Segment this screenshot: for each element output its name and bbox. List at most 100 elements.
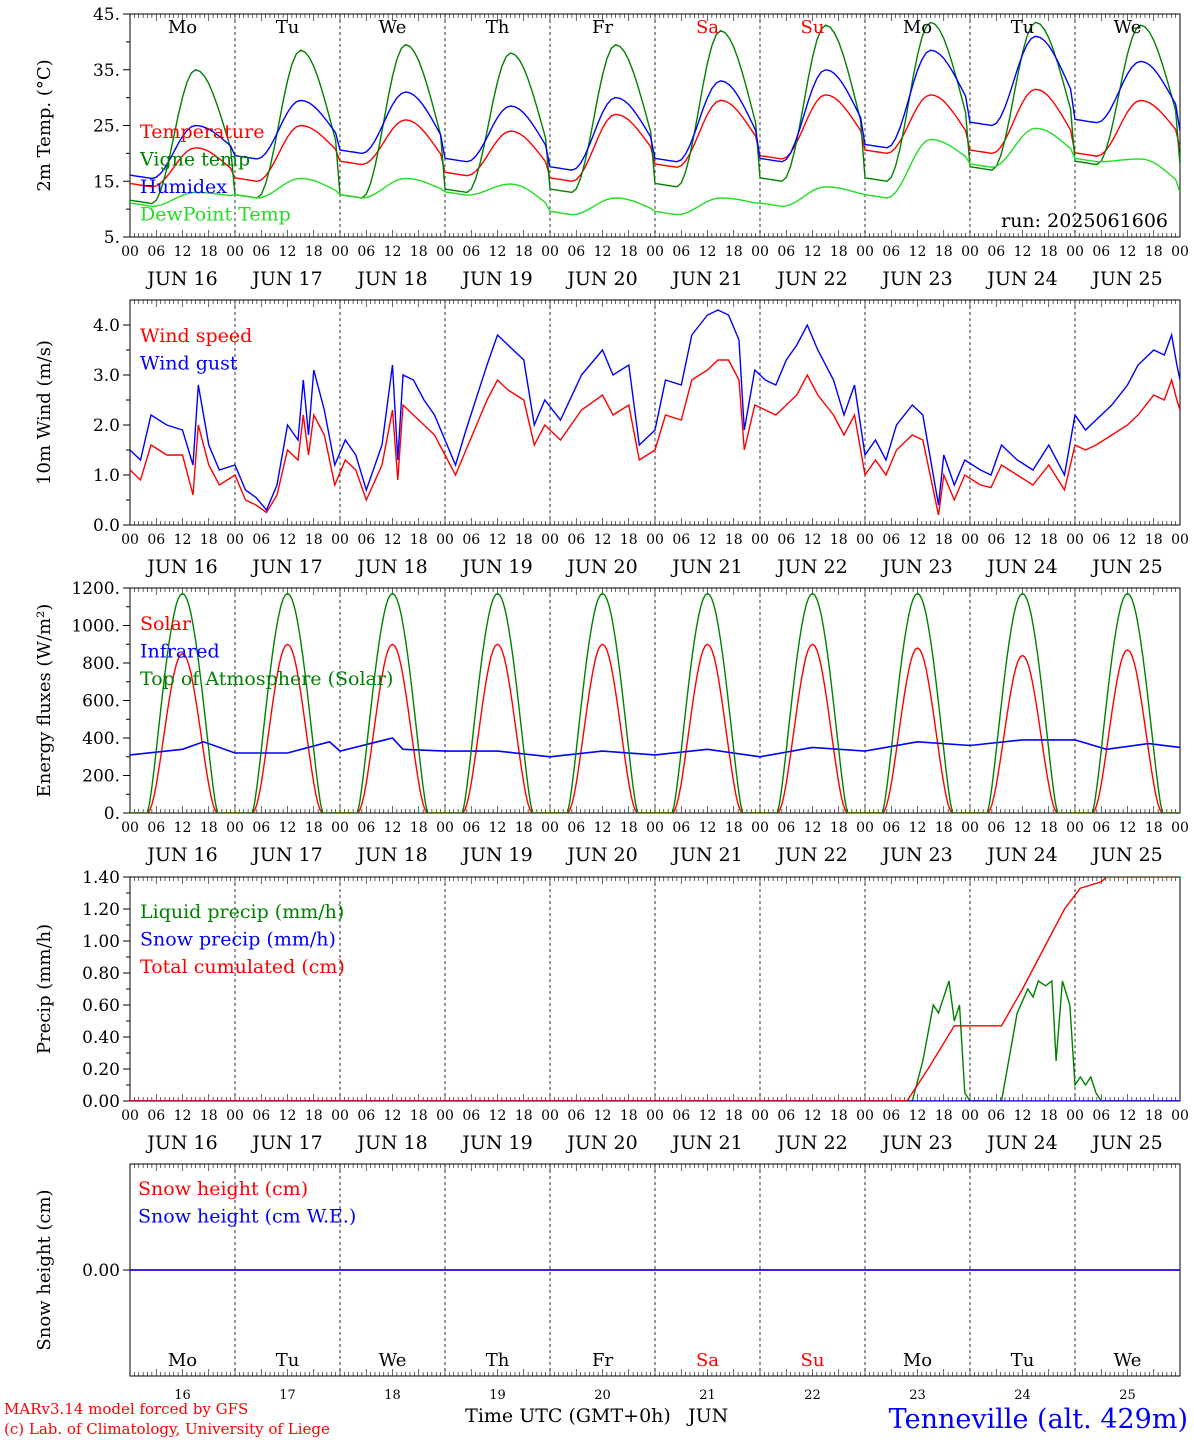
date-label: JUN 24 (985, 556, 1057, 578)
hour-label: 06 (357, 820, 375, 836)
hour-label: 00 (751, 532, 769, 548)
hour-label: 00 (751, 820, 769, 836)
hour-label: 12 (279, 1108, 297, 1124)
date-label: JUN 20 (565, 268, 637, 290)
legend-vigne-temp: Vigne temp (139, 149, 250, 171)
hour-label: 00 (1171, 820, 1189, 836)
date-label: JUN 25 (1090, 268, 1162, 290)
hour-label: 06 (252, 244, 270, 260)
date-label: JUN 22 (775, 844, 847, 866)
hour-label: 00 (436, 1108, 454, 1124)
y-tick-label: 2.0 (93, 416, 120, 436)
hour-label: 00 (541, 820, 559, 836)
hour-label: 18 (200, 820, 218, 836)
y-tick-label: 800. (82, 654, 120, 674)
time-axis-caption: Time UTC (GMT+0h) (465, 1405, 671, 1427)
legend-wind-speed: Wind speed (140, 325, 252, 347)
day-name: Tu (276, 17, 300, 38)
date-label: JUN 21 (670, 1132, 742, 1154)
hour-label: 06 (252, 820, 270, 836)
hour-label: 06 (987, 1108, 1005, 1124)
panel-5: 0.00 Snow height (cm) Snow height (cm) Snow… (34, 1163, 1181, 1403)
hour-label: 06 (882, 820, 900, 836)
hour-label: 18 (830, 532, 848, 548)
hour-label: 06 (357, 1108, 375, 1124)
y-tick-label: 0.00 (82, 1261, 120, 1281)
hour-label: 06 (1092, 244, 1110, 260)
run-label: run: 2025061606 (1001, 210, 1168, 232)
hour-label: 00 (961, 1108, 979, 1124)
hour-label: 00 (541, 1108, 559, 1124)
hour-label: 18 (1145, 532, 1163, 548)
hour-label: 12 (594, 532, 612, 548)
day-name: Mo (903, 1350, 932, 1371)
hour-label: 06 (987, 820, 1005, 836)
hour-label: 00 (121, 820, 139, 836)
hour-label: 00 (646, 820, 664, 836)
hour-label: 00 (541, 244, 559, 260)
hour-label: 00 (226, 820, 244, 836)
hour-label: 12 (909, 244, 927, 260)
hour-label: 00 (961, 820, 979, 836)
y-tick-label: 1.20 (82, 900, 120, 920)
series-wind-speed (130, 359, 1180, 516)
date-label: JUN 17 (250, 1132, 322, 1154)
y-tick-label: 0.20 (82, 1060, 120, 1080)
panel-2: 0.0 1.0 2.0 3.0 4.0 10m Wind (m/s) Wind speed W… (34, 299, 1189, 578)
hour-label: 00 (751, 244, 769, 260)
y-axis-label: 10m Wind (m/s) (34, 340, 55, 485)
hour-label: 00 (331, 820, 349, 836)
date-number: 19 (489, 1388, 506, 1403)
hour-label: 06 (777, 532, 795, 548)
hour-label: 12 (909, 820, 927, 836)
hour-label: 12 (804, 244, 822, 260)
y-tick-label: 0.60 (82, 996, 120, 1016)
date-label: JUN 19 (460, 268, 532, 290)
hour-label: 00 (541, 532, 559, 548)
hour-label: 00 (226, 244, 244, 260)
legend-total-cumulated-cm: Total cumulated (cm) (140, 956, 345, 978)
hour-label: 00 (436, 244, 454, 260)
hour-label: 12 (594, 1108, 612, 1124)
date-number: 17 (279, 1388, 296, 1403)
date-label: JUN 17 (250, 556, 322, 578)
series-top-of-atmosphere-solar (130, 592, 1180, 813)
hour-label: 06 (882, 244, 900, 260)
hour-label: 00 (226, 1108, 244, 1124)
month-label: JUN (686, 1405, 728, 1427)
date-number: 16 (174, 1388, 191, 1403)
hour-label: 12 (1119, 532, 1137, 548)
hour-label: 06 (1092, 1108, 1110, 1124)
hour-label: 18 (305, 820, 323, 836)
date-number: 20 (594, 1388, 611, 1403)
legend-snow-height-cm: Snow height (cm) (138, 1178, 308, 1200)
hour-label: 12 (384, 1108, 402, 1124)
y-axis-label: Precip (mm/h) (34, 924, 55, 1054)
y-tick-label: 0.80 (82, 964, 120, 984)
hour-label: 18 (200, 532, 218, 548)
y-tick-label: 45. (93, 5, 120, 25)
hour-label: 12 (1014, 820, 1032, 836)
legend-infrared: Infrared (140, 641, 220, 663)
hour-label: 06 (567, 532, 585, 548)
hour-label: 18 (305, 244, 323, 260)
series-solar (130, 643, 1180, 813)
y-tick-label: 25. (93, 117, 120, 137)
hour-label: 06 (567, 820, 585, 836)
date-label: JUN 17 (250, 268, 322, 290)
hour-label: 12 (1119, 820, 1137, 836)
date-label: JUN 18 (355, 556, 427, 578)
day-name: Th (486, 17, 510, 38)
hour-label: 12 (909, 1108, 927, 1124)
hour-label: 18 (1040, 1108, 1058, 1124)
y-tick-label: 400. (82, 729, 120, 749)
date-label: JUN 23 (880, 556, 952, 578)
plot-frame (129, 587, 1181, 814)
hour-label: 00 (121, 1108, 139, 1124)
hour-label: 06 (777, 244, 795, 260)
date-label: JUN 21 (670, 844, 742, 866)
hour-label: 06 (357, 532, 375, 548)
hour-label: 18 (1145, 1108, 1163, 1124)
date-label: JUN 16 (145, 268, 217, 290)
hour-label: 12 (1119, 1108, 1137, 1124)
